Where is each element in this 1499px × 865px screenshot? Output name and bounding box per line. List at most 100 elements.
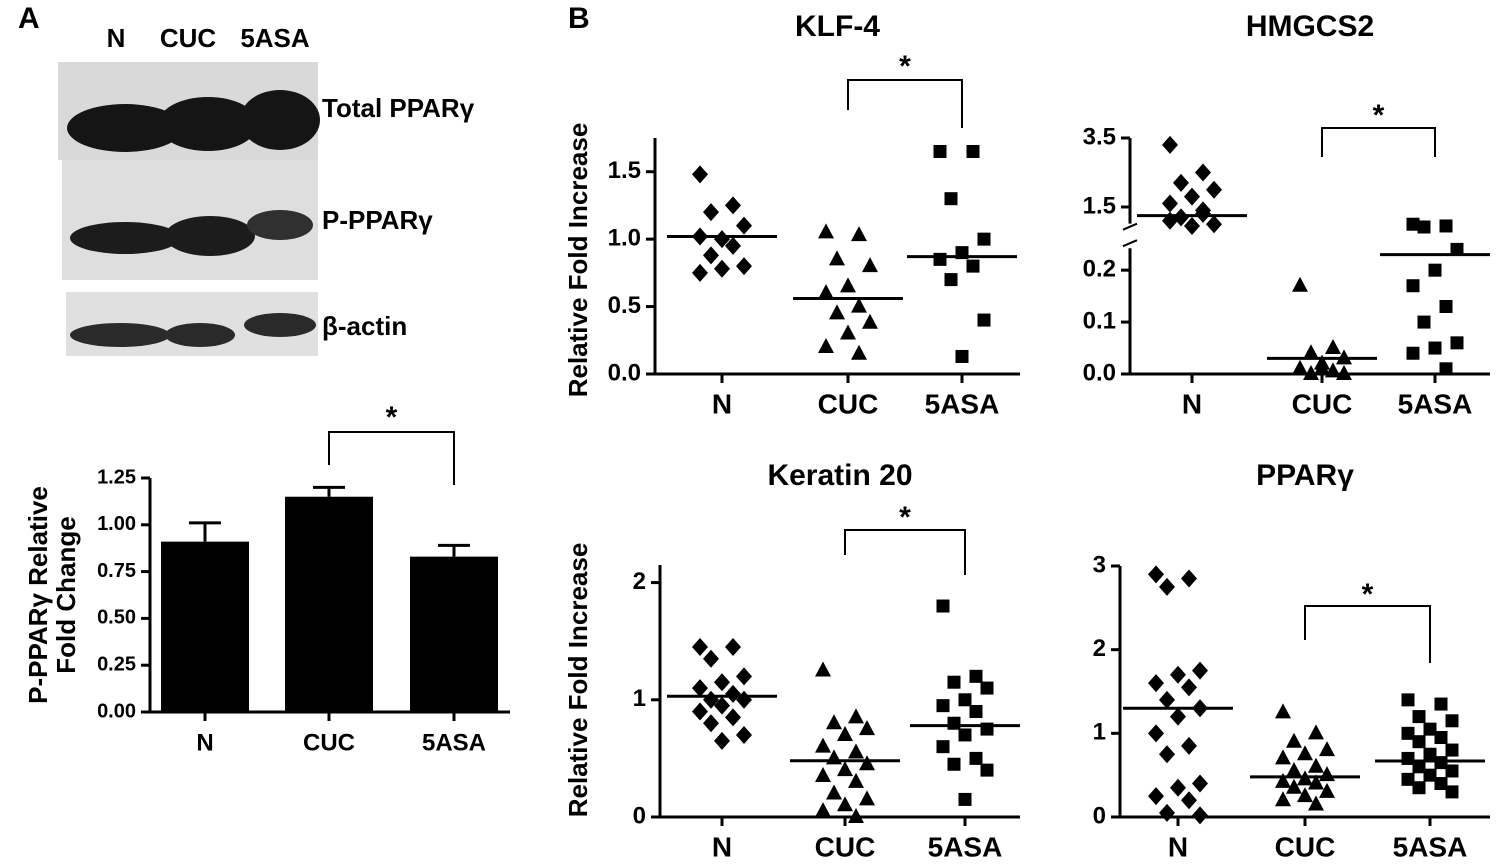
data-point — [725, 708, 741, 727]
data-point — [1181, 678, 1197, 697]
y-tick-label: 1.25 — [97, 466, 136, 488]
x-tick-label: N — [712, 831, 732, 862]
data-point — [1406, 279, 1420, 293]
data-point — [1308, 774, 1324, 790]
data-point — [1292, 359, 1308, 375]
y-tick-label: 1.0 — [608, 224, 641, 251]
y-tick-label: 1.5 — [608, 157, 641, 184]
chart-title: HMGCS2 — [1246, 10, 1374, 43]
data-point — [933, 144, 947, 158]
data-point — [1428, 263, 1442, 277]
data-point — [703, 203, 719, 222]
significance-bracket — [1321, 127, 1436, 157]
data-point — [826, 714, 842, 730]
blot-band — [67, 104, 183, 152]
data-point — [736, 667, 752, 686]
data-point — [725, 638, 741, 657]
blot-band — [165, 323, 235, 347]
data-point — [815, 802, 831, 818]
data-point — [1181, 791, 1197, 810]
y-tick-label: 0.25 — [97, 653, 136, 675]
data-point — [725, 236, 741, 255]
data-point — [1170, 707, 1186, 726]
data-point — [1434, 777, 1448, 791]
bar — [410, 556, 498, 712]
x-tick-label: CUC — [1292, 388, 1353, 419]
significance-bracket — [844, 529, 966, 575]
data-point — [1195, 163, 1211, 182]
data-point — [692, 165, 708, 184]
x-tick-label: N — [1182, 388, 1202, 419]
data-point — [1159, 803, 1175, 822]
data-point — [818, 223, 834, 239]
data-point — [1308, 724, 1324, 740]
western-blot — [58, 62, 320, 356]
blot-band — [165, 216, 255, 256]
y-tick-label: 0 — [633, 802, 646, 829]
data-point — [1170, 665, 1186, 684]
data-point — [977, 232, 991, 246]
data-point — [826, 784, 842, 800]
data-point — [1184, 216, 1200, 235]
data-point — [1148, 565, 1164, 584]
data-point — [859, 790, 875, 806]
significance-bracket — [847, 79, 963, 128]
data-point — [1192, 806, 1208, 825]
data-point — [1439, 300, 1453, 314]
y-tick-label: 0.5 — [608, 292, 641, 319]
y-tick-label: 1.5 — [1083, 192, 1116, 219]
data-point — [977, 313, 991, 327]
y-tick-label: 0.00 — [97, 700, 136, 722]
chart-title: KLF-4 — [795, 10, 880, 43]
data-point — [1423, 768, 1437, 782]
data-point — [1303, 365, 1319, 380]
data-point — [1159, 745, 1175, 764]
y-tick-label: 0.0 — [608, 359, 641, 386]
data-point — [1401, 693, 1415, 707]
x-tick-label: CUC — [303, 729, 355, 756]
data-point — [1181, 569, 1197, 588]
y-tick-label: 1 — [633, 685, 646, 712]
y-tick-label: 0.75 — [97, 560, 136, 582]
chart-title: Keratin 20 — [767, 459, 912, 492]
significance-star: * — [899, 50, 911, 83]
band-label: β-actin — [322, 311, 407, 341]
x-tick-label: 5ASA — [928, 831, 1003, 862]
blot-band — [247, 210, 313, 240]
lane-label: 5ASA — [240, 23, 310, 53]
x-tick-label: CUC — [1275, 831, 1336, 862]
data-point — [1445, 764, 1459, 778]
data-point — [1406, 346, 1420, 360]
x-tick-label: 5ASA — [422, 729, 486, 756]
data-point — [859, 755, 875, 771]
data-point — [862, 313, 878, 329]
band-label: Total PPARγ — [322, 93, 475, 123]
y-axis-label: P-PPARγ Relative — [23, 486, 53, 704]
data-point — [1275, 749, 1291, 765]
data-point — [851, 297, 867, 313]
y-tick-label: 1.00 — [97, 513, 136, 535]
data-point — [1428, 341, 1442, 355]
x-tick-label: 5ASA — [1398, 388, 1473, 419]
data-point — [966, 259, 980, 273]
data-point — [848, 708, 864, 724]
data-point — [969, 669, 983, 683]
data-point — [958, 693, 972, 707]
data-point — [703, 649, 719, 668]
data-point — [933, 252, 947, 266]
data-point — [1159, 577, 1175, 596]
data-point — [1159, 690, 1175, 709]
data-point — [692, 702, 708, 721]
data-point — [1412, 781, 1426, 795]
data-point — [736, 725, 752, 744]
data-point — [1445, 714, 1459, 728]
data-point — [1308, 757, 1324, 773]
x-tick-label: N — [712, 388, 732, 419]
x-tick-label: CUC — [818, 388, 879, 419]
data-point — [714, 696, 730, 715]
y-tick-label: 0.2 — [1083, 256, 1116, 283]
data-point — [1303, 344, 1319, 360]
y-tick-label: 0.1 — [1083, 307, 1116, 334]
data-point — [1162, 194, 1178, 213]
